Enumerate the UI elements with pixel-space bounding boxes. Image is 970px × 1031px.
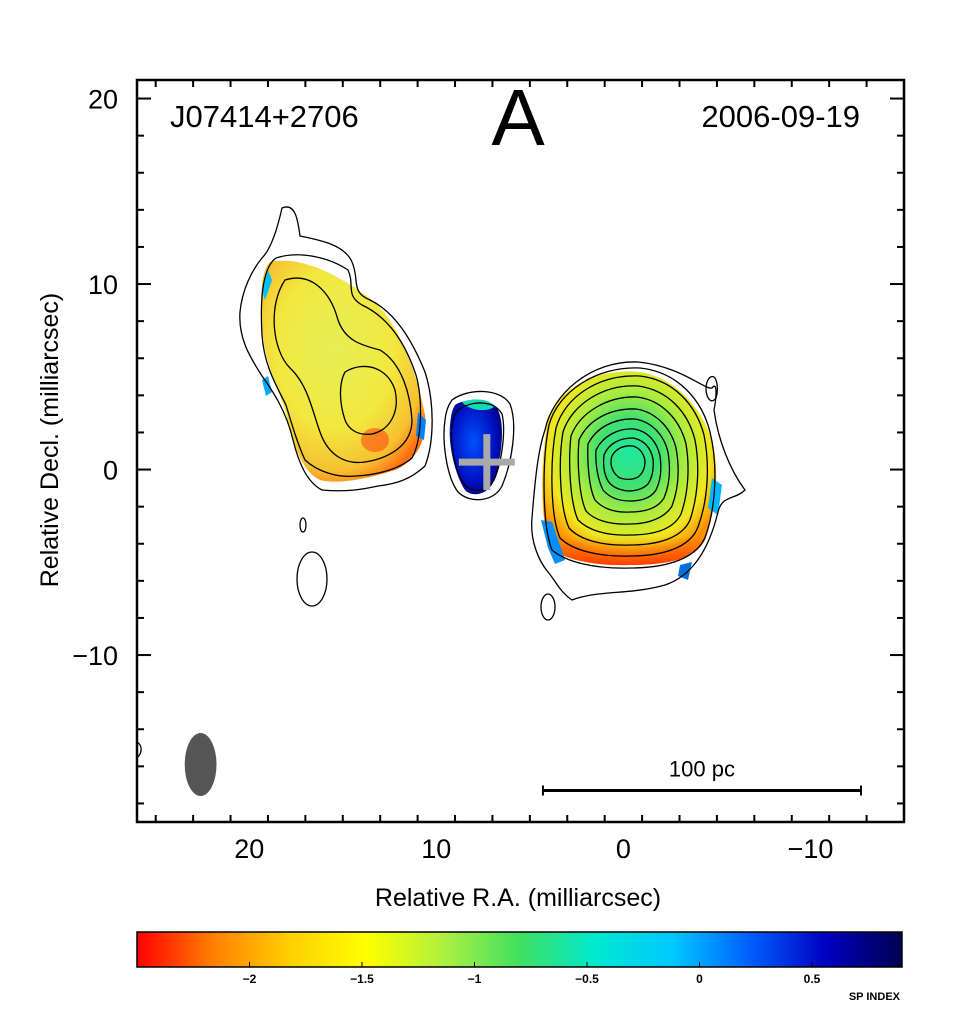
axis-ticks xyxy=(137,80,905,822)
colorbar-tick-label: 0 xyxy=(696,972,703,986)
contour-eastern-2 xyxy=(260,254,422,478)
scale-bar-label: 100 pc xyxy=(669,756,735,781)
x-tick-label: 0 xyxy=(616,834,631,864)
contour-blob-2 xyxy=(299,517,307,533)
x-tick-label: 20 xyxy=(234,834,264,864)
observation-date: 2006-09-19 xyxy=(701,99,860,134)
contour-edge-left xyxy=(136,741,142,759)
contour-central-2 xyxy=(450,402,505,491)
colorbar-tick-label: −1 xyxy=(468,972,482,986)
beam-ellipse xyxy=(184,732,217,797)
contour-western-2 xyxy=(543,367,716,569)
contour-western-6 xyxy=(577,408,679,525)
contour-western-10 xyxy=(610,445,646,481)
western-component-bottom-red xyxy=(542,371,717,566)
contour-western-1 xyxy=(531,361,746,601)
y-tick-labels: 20 10 0 −10 xyxy=(72,85,118,671)
y-tick-label: 0 xyxy=(103,456,118,486)
x-axis-title: Relative R.A. (milliarcsec) xyxy=(375,884,661,912)
contour-western-3 xyxy=(551,375,709,557)
eastern-component-edge-blue-2 xyxy=(262,376,272,396)
y-tick-label: 20 xyxy=(88,85,118,115)
contour-western-5 xyxy=(569,396,689,536)
contour-central-1 xyxy=(443,390,515,501)
y-tick-label: −10 xyxy=(72,641,118,671)
panel-label: A xyxy=(491,73,545,162)
colorbar-tick-label: −1.5 xyxy=(350,972,374,986)
eastern-component-edge-blue-3 xyxy=(416,412,426,440)
plot-frame xyxy=(135,78,906,824)
contour-western-8 xyxy=(595,428,662,502)
contour-blob-1 xyxy=(296,551,328,607)
contour-blob-3 xyxy=(540,593,556,621)
colorbar-tick-label: −0.5 xyxy=(575,972,599,986)
contour-western-11 xyxy=(705,375,719,402)
core-position-marker xyxy=(458,434,515,491)
colorbar-tick-label: −2 xyxy=(243,972,257,986)
eastern-component-red-spot xyxy=(361,428,389,452)
eastern-component-edge-blue xyxy=(262,270,272,300)
colorbar-tick-label: 0.5 xyxy=(804,972,821,986)
contour-western-9 xyxy=(602,437,654,492)
colorbar-label: SP INDEX xyxy=(849,991,901,1003)
x-tick-labels: 20 10 0 −10 xyxy=(234,834,833,864)
central-component-top-tint xyxy=(462,399,495,411)
emission-components xyxy=(261,260,722,580)
eastern-component-fill xyxy=(261,260,426,482)
western-component-edge-blue-bottom xyxy=(678,562,692,580)
y-tick-label: 10 xyxy=(88,270,118,300)
x-tick-label: 10 xyxy=(421,834,451,864)
scale-bar xyxy=(541,785,862,796)
contour-eastern-1 xyxy=(239,206,433,492)
colorbar-ticks: −2 −1.5 −1 −0.5 0 0.5 xyxy=(243,962,821,986)
contour-eastern-3 xyxy=(273,277,413,464)
x-tick-label: −10 xyxy=(788,834,834,864)
contour-western-7 xyxy=(587,418,671,513)
colorbar xyxy=(136,931,903,968)
y-axis-title: Relative Decl. (milliarcsec) xyxy=(36,293,64,588)
western-component-edge-blue-right xyxy=(708,478,722,515)
source-name: J07414+2706 xyxy=(170,99,359,134)
contour-western-4 xyxy=(559,385,699,546)
contour-eastern-4 xyxy=(339,365,397,435)
contour-lines xyxy=(136,206,746,759)
